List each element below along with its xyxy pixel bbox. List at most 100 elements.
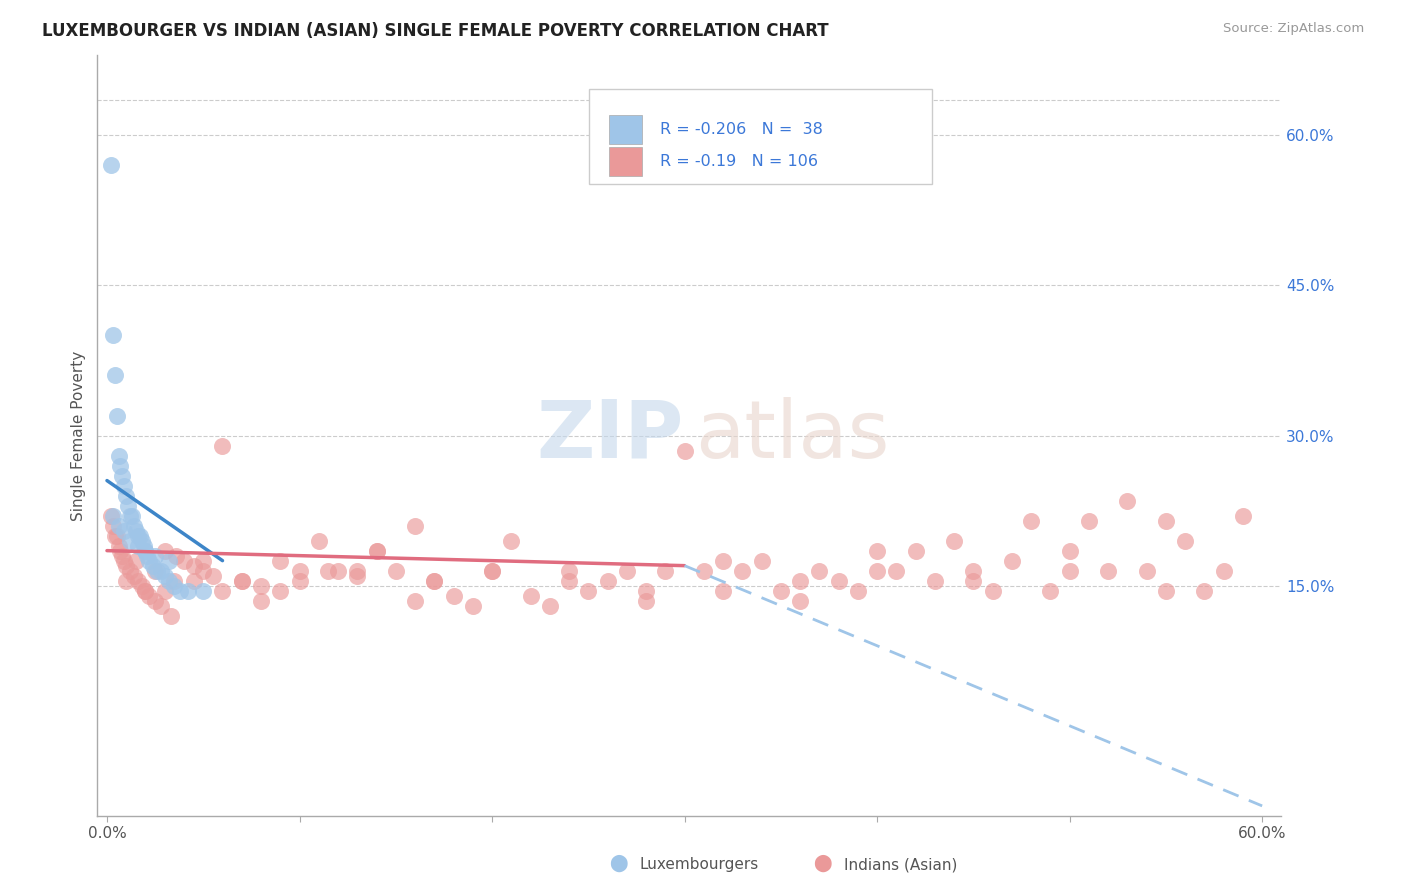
- Point: [269, 583, 291, 598]
- Point: [1212, 564, 1234, 578]
- Point: [183, 558, 205, 573]
- Point: [153, 543, 176, 558]
- Point: [146, 564, 169, 578]
- Point: [138, 554, 160, 568]
- Point: [596, 574, 619, 588]
- Point: [165, 549, 187, 563]
- Text: ⬤: ⬤: [813, 855, 832, 872]
- Point: [193, 564, 215, 578]
- Point: [789, 593, 811, 607]
- Point: [731, 564, 754, 578]
- Point: [125, 524, 148, 538]
- Point: [173, 554, 195, 568]
- Point: [120, 533, 142, 548]
- Point: [115, 574, 138, 588]
- Point: [121, 508, 143, 523]
- Point: [1059, 543, 1081, 558]
- Point: [115, 558, 138, 573]
- Point: [107, 539, 129, 553]
- Point: [201, 568, 224, 582]
- Point: [211, 583, 233, 598]
- Point: [1136, 564, 1159, 578]
- Point: [1154, 583, 1177, 598]
- Point: [693, 564, 716, 578]
- Point: [143, 564, 166, 578]
- Point: [134, 543, 156, 558]
- Point: [231, 574, 253, 588]
- Text: Indians (Asian): Indians (Asian): [844, 857, 957, 872]
- Point: [1059, 564, 1081, 578]
- Point: [110, 543, 132, 558]
- Point: [501, 533, 523, 548]
- Point: [163, 579, 186, 593]
- Point: [576, 583, 599, 598]
- Point: [1019, 514, 1042, 528]
- Point: [769, 583, 792, 598]
- Point: [538, 599, 561, 613]
- Point: [169, 583, 191, 598]
- Point: [122, 568, 145, 582]
- Point: [157, 574, 180, 588]
- Point: [308, 533, 330, 548]
- Point: [115, 489, 138, 503]
- Point: [654, 564, 676, 578]
- Point: [461, 599, 484, 613]
- Point: [318, 564, 340, 578]
- Point: [127, 528, 149, 542]
- Point: [673, 443, 696, 458]
- Point: [138, 589, 160, 603]
- Point: [153, 583, 176, 598]
- Point: [326, 564, 349, 578]
- Point: [443, 589, 465, 603]
- Point: [288, 574, 311, 588]
- Point: [110, 458, 132, 473]
- Point: [127, 574, 149, 588]
- Point: [157, 554, 180, 568]
- Point: [112, 478, 135, 492]
- Point: [846, 583, 869, 598]
- Y-axis label: Single Female Poverty: Single Female Poverty: [72, 351, 86, 521]
- Point: [423, 574, 446, 588]
- Point: [711, 583, 734, 598]
- Point: [193, 583, 215, 598]
- Point: [231, 574, 253, 588]
- Point: [107, 518, 129, 533]
- Point: [101, 328, 124, 343]
- Text: R = -0.206   N =  38: R = -0.206 N = 38: [659, 122, 823, 137]
- Point: [1194, 583, 1216, 598]
- Point: [904, 543, 927, 558]
- Point: [134, 583, 156, 598]
- Point: [104, 368, 127, 383]
- Point: [423, 574, 446, 588]
- Point: [808, 564, 831, 578]
- Point: [120, 564, 142, 578]
- Point: [127, 539, 149, 553]
- Point: [866, 543, 889, 558]
- Point: [107, 449, 129, 463]
- Point: [120, 508, 142, 523]
- Text: LUXEMBOURGER VS INDIAN (ASIAN) SINGLE FEMALE POVERTY CORRELATION CHART: LUXEMBOURGER VS INDIAN (ASIAN) SINGLE FE…: [42, 22, 828, 40]
- Point: [117, 499, 139, 513]
- Point: [558, 574, 581, 588]
- Text: ⬤: ⬤: [609, 855, 628, 872]
- Point: [111, 549, 134, 563]
- Point: [346, 564, 368, 578]
- Point: [136, 549, 159, 563]
- Point: [101, 508, 124, 523]
- Point: [149, 564, 172, 578]
- Bar: [609, 115, 643, 145]
- Point: [519, 589, 541, 603]
- Text: Source: ZipAtlas.com: Source: ZipAtlas.com: [1223, 22, 1364, 36]
- Point: [101, 518, 124, 533]
- Point: [616, 564, 638, 578]
- Point: [143, 593, 166, 607]
- Point: [1174, 533, 1197, 548]
- Point: [962, 574, 984, 588]
- Point: [134, 583, 156, 598]
- Point: [128, 528, 150, 542]
- Point: [177, 583, 200, 598]
- Point: [131, 579, 153, 593]
- Point: [943, 533, 966, 548]
- Point: [1232, 508, 1254, 523]
- Point: [149, 599, 172, 613]
